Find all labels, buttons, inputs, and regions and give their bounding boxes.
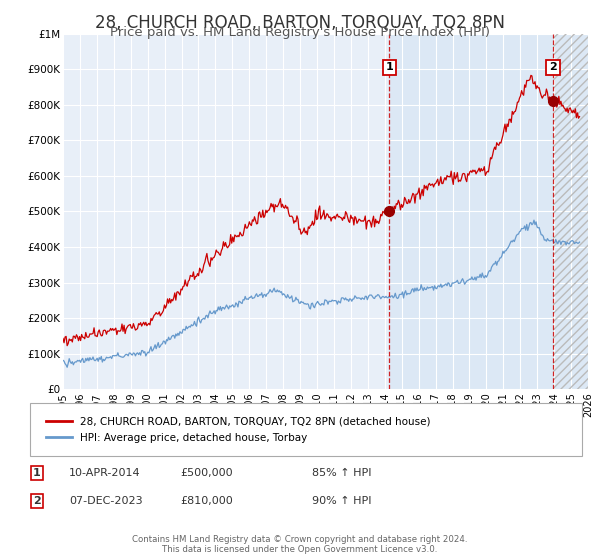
Text: 10-APR-2014: 10-APR-2014 bbox=[69, 468, 140, 478]
Text: This data is licensed under the Open Government Licence v3.0.: This data is licensed under the Open Gov… bbox=[163, 545, 437, 554]
FancyBboxPatch shape bbox=[30, 403, 582, 456]
Text: 2: 2 bbox=[33, 496, 41, 506]
Text: 07-DEC-2023: 07-DEC-2023 bbox=[69, 496, 143, 506]
Text: 1: 1 bbox=[33, 468, 41, 478]
Bar bbox=[553, 34, 588, 389]
Text: Contains HM Land Registry data © Crown copyright and database right 2024.: Contains HM Land Registry data © Crown c… bbox=[132, 535, 468, 544]
Text: 85% ↑ HPI: 85% ↑ HPI bbox=[312, 468, 371, 478]
Text: £500,000: £500,000 bbox=[180, 468, 233, 478]
Bar bbox=[389, 34, 588, 389]
Text: 28, CHURCH ROAD, BARTON, TORQUAY, TQ2 8PN: 28, CHURCH ROAD, BARTON, TORQUAY, TQ2 8P… bbox=[95, 14, 505, 32]
Legend: 28, CHURCH ROAD, BARTON, TORQUAY, TQ2 8PN (detached house), HPI: Average price, : 28, CHURCH ROAD, BARTON, TORQUAY, TQ2 8P… bbox=[41, 411, 436, 449]
Text: 90% ↑ HPI: 90% ↑ HPI bbox=[312, 496, 371, 506]
Text: 2: 2 bbox=[549, 62, 557, 72]
Text: £810,000: £810,000 bbox=[180, 496, 233, 506]
Text: 1: 1 bbox=[385, 62, 393, 72]
Text: Price paid vs. HM Land Registry's House Price Index (HPI): Price paid vs. HM Land Registry's House … bbox=[110, 26, 490, 39]
